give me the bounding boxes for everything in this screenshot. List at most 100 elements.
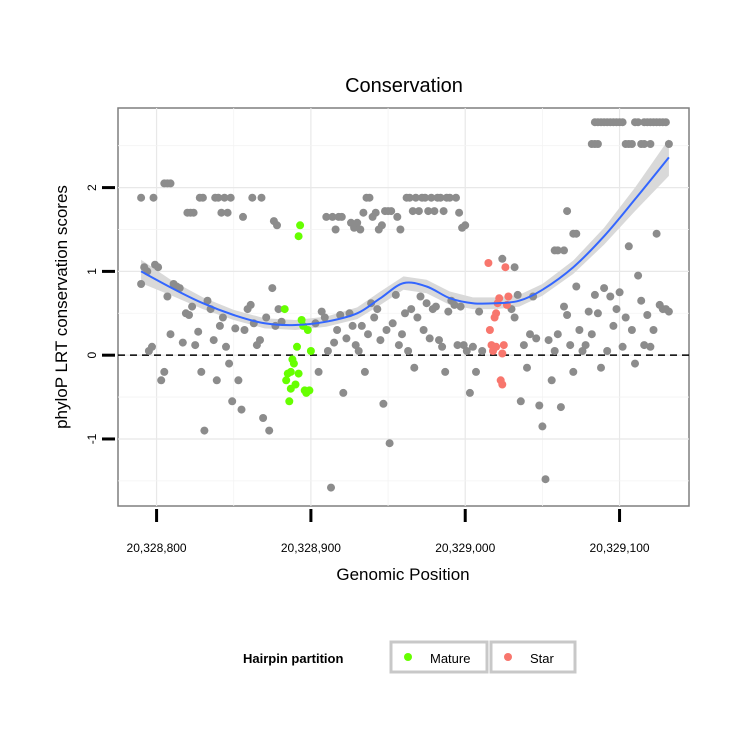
point-other [246, 300, 255, 309]
point-other [569, 367, 578, 376]
point-mature [294, 369, 303, 378]
point-other [541, 475, 550, 484]
point-other [373, 305, 382, 314]
point-other [538, 422, 547, 431]
point-mature [280, 305, 289, 314]
point-other [393, 212, 402, 221]
point-other [411, 193, 420, 202]
point-other [516, 397, 525, 406]
point-mature [296, 221, 305, 230]
point-other [331, 225, 340, 234]
point-other [203, 296, 212, 305]
point-other [257, 193, 266, 202]
point-other [560, 302, 568, 311]
point-other [416, 292, 425, 301]
point-other [248, 193, 257, 202]
point-other [217, 208, 226, 217]
point-other [600, 284, 609, 293]
point-other [387, 207, 396, 216]
point-other [438, 342, 447, 351]
point-other [593, 140, 602, 148]
point-other [408, 207, 417, 216]
point-other [513, 290, 522, 299]
point-other [590, 290, 599, 299]
point-other [163, 292, 172, 301]
point-other [618, 118, 627, 127]
y-tick-label: 0 [85, 352, 99, 359]
point-other [185, 311, 193, 319]
point-other [422, 299, 431, 308]
point-other [410, 363, 419, 372]
grid-lines [118, 108, 689, 506]
point-other [430, 207, 439, 216]
point-other [351, 341, 360, 350]
axes: 20,328,800 20,328,900 20,329,000 20,329,100… [85, 184, 650, 555]
point-other [652, 229, 661, 238]
point-other [379, 399, 388, 408]
point-other [572, 282, 581, 291]
point-other [456, 302, 465, 311]
point-other [637, 296, 646, 305]
point-other [425, 334, 434, 343]
y-tick-label: 1 [85, 268, 99, 275]
point-other [544, 336, 553, 345]
point-other [547, 376, 556, 385]
point-other [427, 193, 436, 202]
point-other [166, 179, 175, 188]
y-axis-title: phyloP LRT conservation scores [52, 185, 71, 429]
point-other [215, 321, 224, 330]
point-other [337, 212, 346, 221]
point-other [398, 330, 406, 339]
x-tick-label: 20,328,900 [281, 541, 341, 555]
point-other [157, 376, 166, 385]
point-other [137, 280, 146, 288]
point-star [499, 341, 508, 350]
point-other [581, 341, 590, 350]
point-other [566, 341, 575, 350]
point-other [465, 388, 474, 397]
point-other [413, 313, 422, 322]
point-star [498, 349, 507, 358]
point-other [459, 341, 468, 350]
point-other [407, 305, 416, 314]
point-other [609, 321, 618, 330]
point-star [492, 342, 501, 351]
point-other [353, 218, 362, 227]
x-tick-label: 20,329,000 [435, 541, 495, 555]
point-other [532, 334, 541, 343]
point-other [220, 193, 229, 202]
point-other [214, 193, 223, 202]
point-other [461, 221, 470, 230]
point-other [435, 336, 443, 345]
point-other [360, 367, 369, 376]
point-other [640, 118, 649, 127]
point-other [615, 288, 624, 297]
point-other [603, 347, 612, 355]
point-other [510, 313, 519, 322]
point-other [223, 208, 232, 217]
point-other [556, 403, 565, 412]
point-other [197, 367, 206, 376]
legend-label-mature: Mature [430, 651, 470, 666]
point-other [445, 193, 454, 202]
point-other [405, 193, 414, 202]
legend-key-mature-swatch [404, 653, 412, 661]
point-other [661, 118, 670, 127]
point-other [550, 347, 559, 355]
point-other [225, 359, 234, 368]
point-star [484, 259, 493, 267]
x-tick-label: 20,329,100 [590, 541, 650, 555]
point-mature [282, 376, 291, 385]
point-other [328, 212, 337, 221]
point-other [414, 207, 423, 216]
point-other [357, 321, 366, 330]
point-other [359, 208, 368, 217]
point-mature [293, 342, 301, 351]
legend-title: Hairpin partition [243, 651, 343, 666]
point-other [231, 324, 240, 333]
point-other [320, 313, 329, 322]
legend-label-star: Star [530, 651, 555, 666]
point-star [501, 263, 510, 272]
point-other [572, 229, 581, 238]
point-other [262, 313, 271, 322]
